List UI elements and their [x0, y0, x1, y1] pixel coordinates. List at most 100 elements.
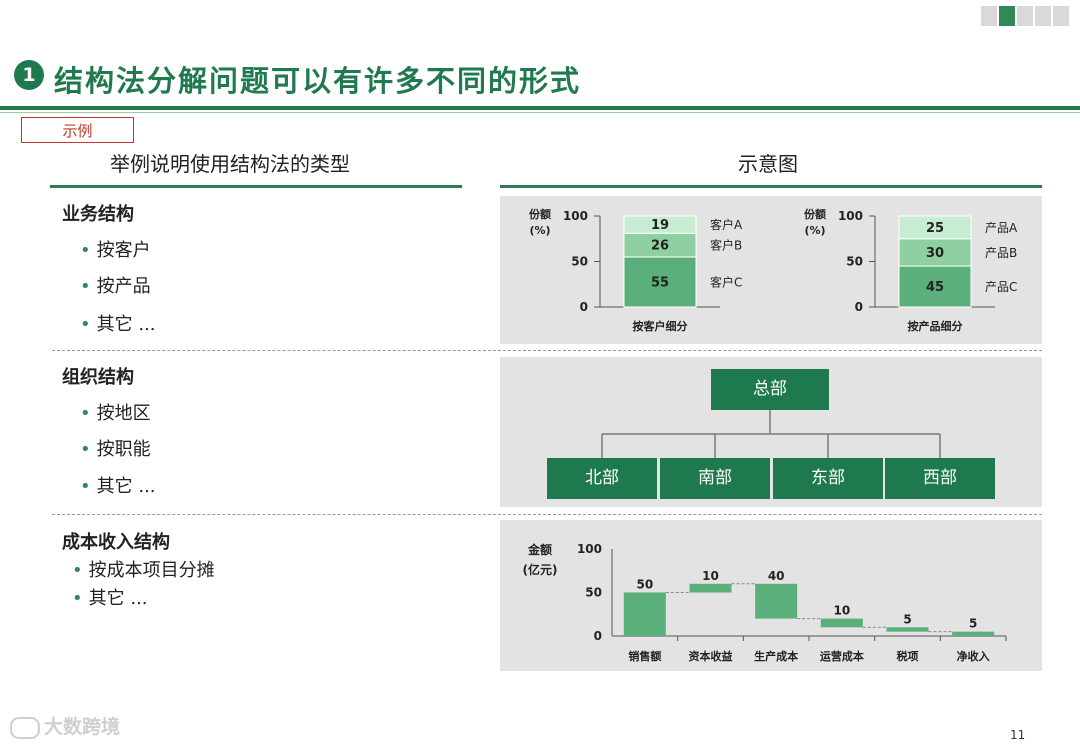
progress-tab-active: [999, 6, 1015, 26]
y-tick-label: 50: [585, 586, 602, 600]
y-tick-label: 0: [580, 300, 588, 314]
legend-label: 客户A: [710, 217, 743, 232]
org-child-box: 北部: [547, 458, 657, 499]
stacked-bar-segment: [898, 238, 972, 267]
left-column-header: 举例说明使用结构法的类型: [110, 152, 350, 176]
bullet-text: 按客户: [96, 240, 151, 261]
progress-tab: [981, 6, 997, 26]
legend-label: 产品B: [985, 246, 1017, 260]
bullet-text: 按地区: [96, 403, 151, 424]
y-tick-label: 0: [855, 300, 863, 314]
progress-tab: [1017, 6, 1033, 26]
bullet-item: • 其它 ...: [80, 476, 156, 497]
stacked-bar-segment: [623, 215, 697, 234]
bullet-item: • 按职能: [80, 439, 151, 460]
org-root-box: 总部: [711, 369, 829, 410]
bullet-text: 按产品: [96, 276, 151, 297]
example-tag: 示例: [21, 117, 134, 143]
waterfall-bar: [820, 618, 863, 628]
y-axis-label: (%): [804, 224, 825, 237]
legend-label: 客户B: [710, 238, 742, 253]
bullet-text: 其它 ...: [96, 314, 156, 335]
data-label: 45: [926, 280, 944, 295]
data-label: 10: [833, 604, 850, 618]
data-label: 19: [651, 218, 669, 233]
bullet-item: • 其它 ...: [80, 314, 156, 335]
bullet-text: 按成本项目分摊: [88, 560, 215, 581]
title-number-badge: 1: [14, 60, 44, 90]
progress-tab: [1035, 6, 1051, 26]
waterfall-chart: 金额 (亿元) 0 50 100 50 销售额 10 资本收益 40 生产成本 10 运营成本 5 税项 5 净…: [523, 542, 1007, 663]
progress-tabs: [981, 6, 1069, 26]
bullet-item: • 按成本项目分摊: [72, 560, 215, 581]
data-label: 5: [969, 617, 977, 631]
y-tick-label: 100: [577, 542, 602, 556]
left-header-rule: [50, 185, 462, 188]
section-title: 成本收入结构: [62, 532, 170, 553]
waterfall-bar: [886, 627, 929, 632]
bullet-item: • 按客户: [80, 240, 151, 261]
logo-text: 大数跨境: [44, 716, 121, 738]
right-header-rule: [500, 185, 1042, 188]
org-chart-panel: 总部 北部 南部 东部 西部: [500, 357, 1042, 507]
waterfall-bar: [689, 583, 732, 593]
stacked-bar-segment: [623, 256, 697, 308]
y-tick-label: 0: [594, 629, 602, 643]
stacked-bar-segment: [898, 265, 972, 308]
waterfall-bar: [952, 631, 995, 636]
page-number: 11: [1010, 728, 1026, 742]
data-label: 25: [926, 221, 944, 236]
progress-tab: [1053, 6, 1069, 26]
x-category-label: 按产品细分: [908, 319, 963, 333]
x-category-label: 净收入: [957, 649, 990, 663]
x-category-label: 税项: [897, 649, 919, 663]
y-tick-label: 50: [846, 255, 863, 269]
right-column-header: 示意图: [738, 152, 798, 176]
page-title: 结构法分解问题可以有许多不同的形式: [54, 64, 582, 98]
y-axis-label: 份额: [529, 207, 551, 221]
data-label: 30: [926, 246, 944, 261]
org-child-box: 南部: [660, 458, 770, 499]
data-label: 5: [903, 612, 911, 626]
legend-label: 客户C: [710, 274, 742, 289]
watermark-logo: 大数跨境: [10, 712, 120, 739]
data-label: 50: [636, 578, 653, 592]
y-tick-label: 100: [838, 209, 863, 223]
waterfall-panel: 金额 (亿元) 0 50 100 50 销售额 10 资本收益 40 生产成本 10 运营成本 5 税项 5 净…: [500, 520, 1042, 671]
bullet-item: • 按产品: [80, 276, 151, 297]
data-label: 10: [702, 569, 719, 583]
title-divider: [0, 106, 1080, 110]
x-category-label: 生产成本: [754, 649, 798, 663]
section-divider: [52, 350, 1042, 351]
stacked-bar-segment: [898, 215, 972, 240]
org-chart-connectors: [601, 410, 941, 458]
y-axis-label: (亿元): [523, 562, 558, 577]
x-category-label: 资本收益: [689, 649, 733, 663]
logo-icon: [10, 716, 40, 739]
x-category-label: 运营成本: [820, 649, 864, 663]
y-tick-label: 100: [563, 209, 588, 223]
org-child-box: 东部: [773, 458, 883, 499]
org-child-box: 西部: [885, 458, 995, 499]
data-label: 26: [651, 239, 669, 254]
section-divider: [52, 514, 1042, 515]
y-axis-label: 份额: [804, 207, 826, 221]
section-title: 组织结构: [62, 367, 134, 388]
bullet-item: • 按地区: [80, 403, 151, 424]
data-label: 40: [768, 569, 785, 583]
bullet-text: 按职能: [96, 439, 151, 460]
y-axis-label: (%): [529, 224, 550, 237]
waterfall-bar: [623, 592, 666, 636]
bullet-text: 其它 ...: [88, 588, 148, 609]
legend-label: 产品A: [985, 221, 1018, 235]
y-axis-label: 金额: [527, 542, 552, 557]
bullet-text: 其它 ...: [96, 476, 156, 497]
legend-label: 产品C: [985, 280, 1017, 294]
y-tick-label: 50: [571, 255, 588, 269]
stacked-bar-charts: 份额 (%) 0 50 100 55 客户C 26 客户B 19 客户A 按客户细分 份额 (%) 0 50 1…: [529, 207, 1018, 333]
x-category-label: 销售额: [628, 649, 661, 663]
waterfall-bar: [755, 583, 798, 619]
data-label: 55: [651, 275, 669, 290]
stacked-charts-panel: 份额 (%) 0 50 100 55 客户C 26 客户B 19 客户A 按客户细分 份额 (%) 0 50 1…: [500, 196, 1042, 344]
title-divider-thin: [0, 112, 1080, 113]
